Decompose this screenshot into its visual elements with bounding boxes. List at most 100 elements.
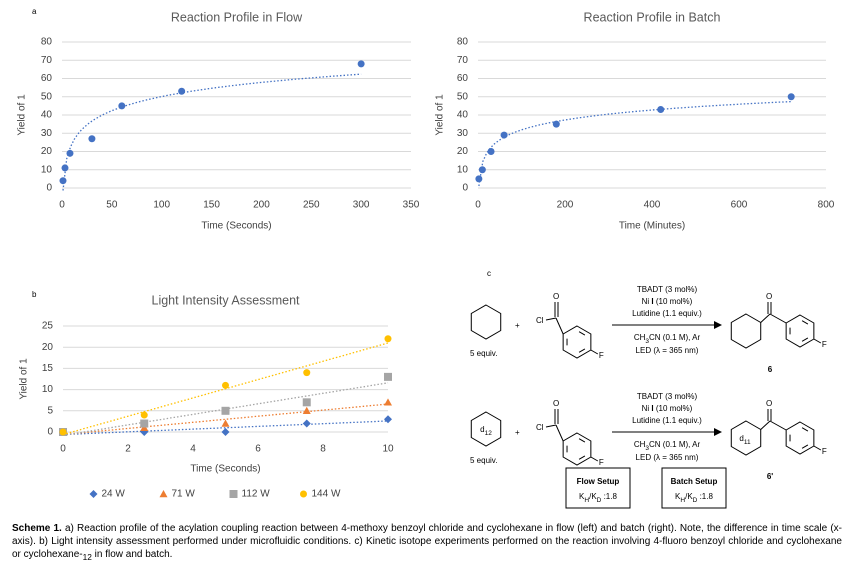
scheme-text: 5 equiv. — [470, 349, 497, 358]
x-tick-label: 400 — [644, 200, 661, 211]
text-part: (10 mol%) — [654, 404, 693, 413]
caption-tail: in flow and batch. — [91, 549, 173, 560]
y-tick-label: 50 — [457, 91, 469, 102]
y-tick-label: 10 — [41, 164, 53, 175]
text-part: CH — [634, 440, 646, 449]
text-part: Ni — [642, 297, 652, 306]
caption: Scheme 1. a) Reaction profile of the acy… — [12, 522, 842, 564]
bond — [555, 424, 564, 442]
y-tick-label: 5 — [47, 405, 53, 416]
data-point — [302, 406, 311, 414]
chart-title: Reaction Profile in Batch — [584, 10, 721, 24]
atom: O — [766, 399, 772, 408]
y-tick-label: 10 — [42, 384, 54, 395]
bond — [555, 317, 564, 335]
data-point — [384, 415, 392, 424]
panel-label: a — [32, 7, 37, 16]
x-axis-title: Time (Seconds) — [190, 464, 260, 475]
data-point — [59, 428, 67, 436]
y-tick-label: 0 — [47, 427, 53, 438]
data-point — [657, 106, 665, 114]
scheme-text: KH/KD :1.8 — [579, 492, 617, 504]
scheme-text: LED (λ = 365 nm) — [636, 346, 699, 355]
data-point — [118, 102, 126, 110]
arrow-head — [714, 321, 722, 329]
trendline — [478, 100, 792, 187]
setup-box — [565, 467, 631, 509]
x-tick-label: 200 — [253, 200, 270, 211]
bond — [578, 348, 586, 353]
text-part: 12 — [485, 430, 493, 437]
scheme-text: TBADT (3 mol%) — [637, 285, 698, 294]
data-point — [475, 175, 483, 183]
data-point — [221, 406, 230, 415]
scheme: c 5 equiv. + Cl F TBADT (3 mol%) Ni I (10 mol… — [470, 269, 827, 509]
data-point — [500, 131, 508, 139]
data-point — [384, 335, 392, 343]
x-tick-label: 600 — [731, 200, 748, 211]
x-tick-label: 50 — [106, 200, 118, 211]
x-tick-label: 150 — [203, 200, 220, 211]
x-axis-title: Time (Minutes) — [619, 221, 685, 232]
data-point — [66, 149, 74, 157]
bond — [545, 317, 557, 321]
scheme-text: + — [515, 428, 520, 437]
y-tick-label: 60 — [41, 73, 53, 84]
y-tick-label: 60 — [457, 73, 469, 84]
bond — [801, 427, 809, 432]
text-part: (10 mol%) — [654, 297, 693, 306]
x-tick-label: 10 — [382, 444, 394, 455]
setup-box — [661, 467, 727, 509]
legend-label: 112 W — [242, 489, 271, 500]
data-point — [384, 398, 392, 406]
scheme-text: F — [822, 340, 827, 349]
y-tick-label: 0 — [462, 183, 468, 194]
data-point — [302, 398, 311, 407]
x-tick-label: 250 — [303, 200, 320, 211]
panel-label: b — [32, 290, 37, 299]
text-part: 11 — [744, 439, 751, 446]
y-tick-label: 40 — [41, 110, 53, 121]
bond — [801, 337, 809, 342]
text-part: 3 — [645, 445, 649, 452]
y-tick-label: 20 — [41, 146, 53, 157]
bond — [760, 420, 771, 430]
text-part: CN (0.1 M), Ar — [649, 440, 700, 449]
x-tick-label: 8 — [320, 444, 326, 455]
y-tick-label: 40 — [457, 110, 469, 121]
y-tick-label: 50 — [41, 91, 53, 102]
arrow-head — [714, 428, 722, 436]
caption-label: Scheme 1. — [12, 523, 62, 534]
text-part: d — [480, 425, 484, 434]
scheme-text: + — [515, 321, 520, 330]
scheme-text: Lutidine (1.1 equiv.) — [632, 309, 702, 318]
data-point — [140, 419, 149, 428]
bond — [801, 320, 809, 325]
bond — [813, 338, 822, 344]
caption-text: a) Reaction profile of the acylation cou… — [12, 523, 842, 560]
bond — [813, 445, 822, 451]
data-point — [302, 419, 311, 428]
legend-label: 71 W — [172, 489, 196, 500]
x-axis-title: Time (Seconds) — [201, 221, 271, 232]
scheme-text: Lutidine (1.1 equiv.) — [632, 416, 702, 425]
text-part: /K — [589, 492, 597, 501]
y-axis-title: Yield of 1 — [19, 358, 30, 400]
x-tick-label: 0 — [59, 200, 65, 211]
ring — [730, 313, 762, 349]
scheme-text: LED (λ = 365 nm) — [636, 453, 699, 462]
y-tick-label: 20 — [457, 146, 469, 157]
ring — [470, 411, 502, 447]
x-tick-label: 0 — [475, 200, 481, 211]
bond — [769, 420, 787, 431]
x-tick-label: 2 — [125, 444, 131, 455]
bond — [590, 349, 599, 355]
scheme-text: Cl — [536, 423, 544, 432]
chart-title: Reaction Profile in Flow — [171, 10, 303, 24]
figure: c 5 equiv. + Cl F TBADT (3 mol%) Ni I (10 mol… — [17, 7, 835, 509]
data-point — [59, 177, 67, 185]
data-point — [221, 419, 230, 427]
y-tick-label: 20 — [42, 342, 54, 353]
text-part: K — [675, 492, 681, 501]
data-point — [221, 428, 230, 436]
